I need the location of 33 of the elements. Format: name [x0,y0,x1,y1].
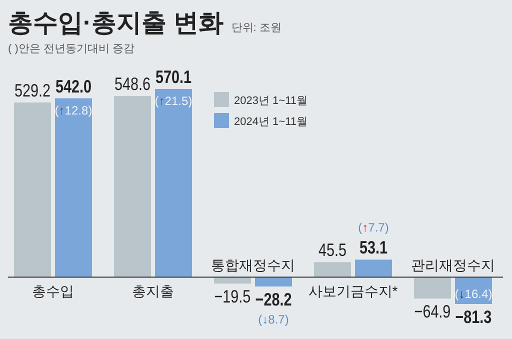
chart-title: 총수입·총지출 변화 [8,9,224,37]
bar [255,277,292,286]
annotation: (↓8.7) [258,312,289,326]
data-label: −19.5 [214,287,251,308]
bar [155,89,192,278]
annotation: (↓16.4) [454,287,492,301]
bar [114,96,151,278]
annotation: (↑12.8) [54,103,92,118]
data-label: 529.2 [14,81,50,101]
bar [414,277,451,299]
bar [14,102,51,278]
x-tick-label: 통합재정수지 [211,257,295,274]
annotation: (↑21.5) [154,94,192,108]
x-tick-label: 사보기금수지* [308,283,398,300]
x-tick-label: 총지출 [132,283,174,300]
legend-label: 2023년 1~11월 [234,95,308,107]
data-label: 570.1 [156,68,192,88]
data-label: 45.5 [318,240,347,261]
data-label: −64.9 [414,302,451,322]
bar [355,260,392,278]
x-tick-label: 총수입 [32,283,74,300]
data-label: −81.3 [455,308,492,328]
chart-subtitle: ( )안은 전년동기대비 증감 [8,43,134,55]
data-label: 542.0 [56,76,92,97]
x-tick-label: 관리재정수지 [411,257,495,274]
annotation: (↑7.7) [358,220,389,235]
bar [314,262,351,278]
data-label: 548.6 [114,74,150,95]
bar [55,98,92,278]
data-label: 53.1 [359,238,388,258]
text: 단위: 조원 [231,22,282,34]
legend-label: 2024년 1~11월 [234,116,308,128]
data-label: −28.2 [255,290,292,310]
